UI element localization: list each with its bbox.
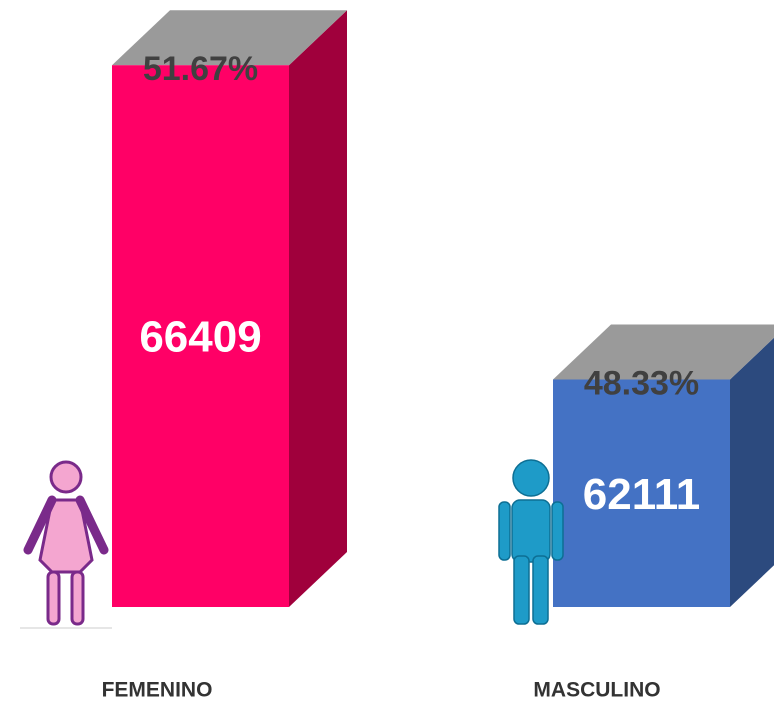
bars: 51.67% 66409 48.33% 62111	[112, 10, 774, 608]
bar-top	[553, 324, 774, 380]
man-icon	[498, 459, 564, 625]
value-label: 62111	[583, 470, 701, 519]
category-label: MASCULINO	[533, 679, 660, 702]
bar	[553, 379, 730, 607]
bar-side	[730, 337, 774, 607]
value-label: 66409	[139, 313, 261, 362]
bar-side	[289, 10, 347, 608]
percentage-label: 51.67%	[143, 50, 258, 88]
percentage-label: 48.33%	[584, 364, 699, 402]
woman-icon	[23, 460, 109, 626]
bar-top	[112, 10, 347, 66]
icons	[20, 459, 564, 629]
category-label: FEMENINO	[102, 679, 213, 702]
bar	[112, 65, 289, 608]
